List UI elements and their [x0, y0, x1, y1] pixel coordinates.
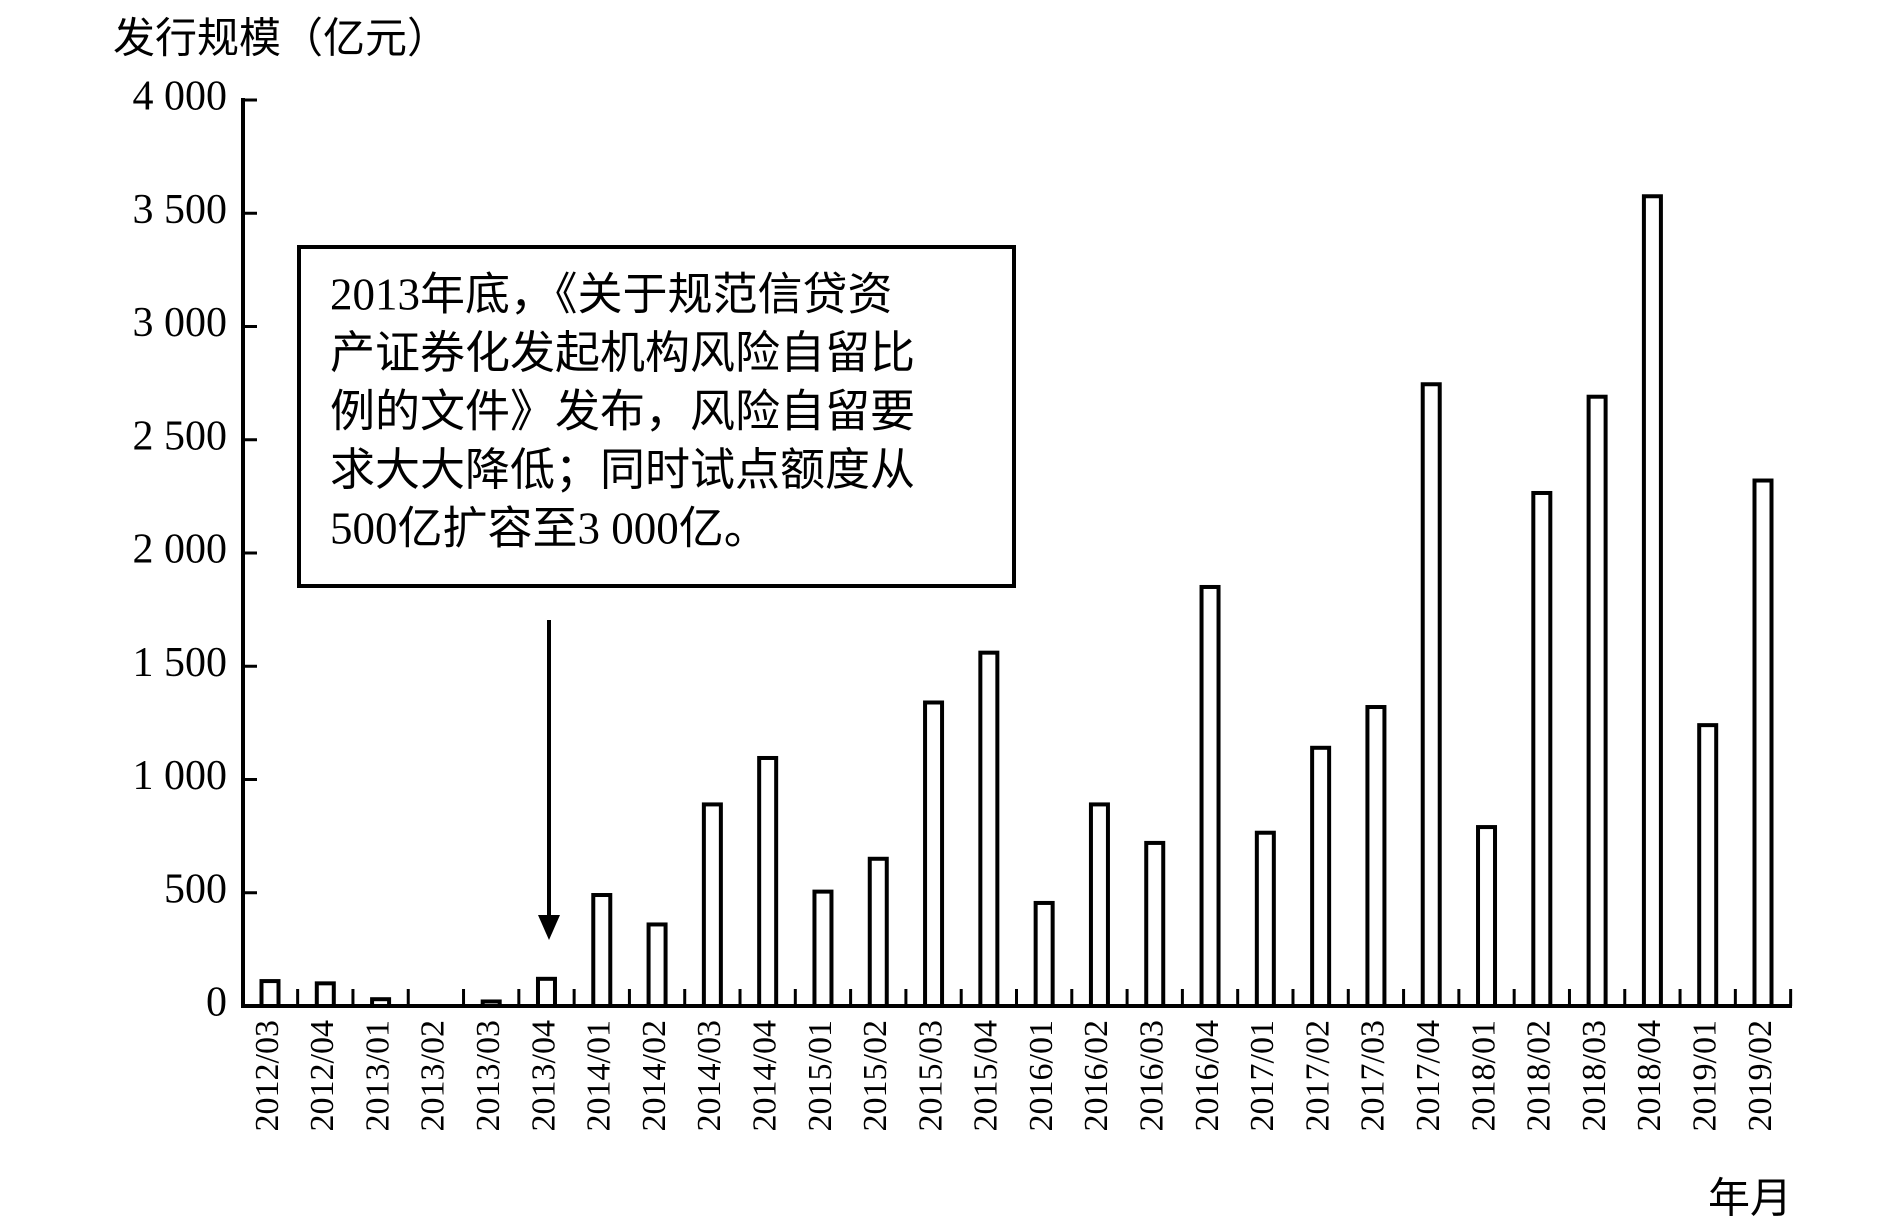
x-tick-label: 2016/04 [1189, 1020, 1226, 1131]
x-tick-label: 2018/01 [1465, 1020, 1502, 1131]
bar [535, 976, 557, 1009]
y-tick-label: 1 500 [133, 640, 228, 686]
x-tick-label: 2019/02 [1742, 1020, 1779, 1131]
x-tick-label: 2018/02 [1521, 1020, 1558, 1131]
x-tick-label: 2017/03 [1355, 1020, 1392, 1131]
x-axis-title: 年月 [1708, 1176, 1792, 1223]
y-tick-label: 3 500 [133, 187, 228, 233]
x-tick-label: 2013/02 [415, 1020, 452, 1131]
bar [480, 999, 502, 1008]
x-tick-label: 2018/04 [1631, 1020, 1668, 1131]
bar [259, 979, 281, 1009]
bar [812, 889, 834, 1008]
bar [923, 700, 945, 1008]
x-tick-label: 2016/03 [1134, 1020, 1171, 1131]
x-tick-label: 2013/03 [470, 1020, 507, 1131]
y-tick-label: 2 000 [133, 527, 228, 573]
bar [591, 893, 613, 1009]
bar [1531, 490, 1553, 1009]
annotation-text: 求大大降低；同时试点额度从 [330, 445, 915, 495]
x-tick-label: 2017/01 [1244, 1020, 1281, 1131]
x-tick-label: 2016/01 [1023, 1020, 1060, 1131]
x-tick-label: 2014/01 [581, 1020, 618, 1131]
bar [646, 922, 668, 1009]
x-tick-label: 2012/04 [304, 1020, 341, 1131]
y-tick-label: 3 000 [133, 300, 228, 346]
bar [1088, 802, 1110, 1008]
annotation-box [297, 245, 1016, 588]
annotation-text: 500亿扩容至3 000亿。 [330, 503, 769, 553]
bar [1476, 825, 1498, 1008]
bar [978, 650, 1000, 1008]
bar [314, 981, 336, 1008]
x-tick-label: 2017/04 [1410, 1020, 1447, 1131]
x-tick-label: 2017/02 [1299, 1020, 1336, 1131]
bar [370, 997, 392, 1009]
bar [1697, 723, 1719, 1008]
x-tick-label: 2013/01 [359, 1020, 396, 1131]
x-tick-label: 2016/02 [1078, 1020, 1115, 1131]
y-tick-label: 2 500 [133, 413, 228, 459]
x-tick-label: 2018/03 [1576, 1020, 1613, 1131]
y-axis-title: 发行规模（亿元） [113, 17, 449, 63]
x-tick-label: 2015/02 [857, 1020, 894, 1131]
bar [1420, 382, 1442, 1008]
x-tick-label: 2015/04 [968, 1020, 1005, 1131]
annotation-text: 例的文件》发布，风险自留要 [330, 386, 915, 436]
x-tick-label: 2015/01 [802, 1020, 839, 1131]
x-tick-label: 2013/04 [525, 1020, 562, 1131]
x-tick-label: 2014/03 [691, 1020, 728, 1131]
y-tick-label: 0 [206, 980, 227, 1026]
y-tick-label: 500 [164, 866, 227, 912]
y-tick-label: 1 000 [133, 753, 228, 799]
bar [1144, 840, 1166, 1008]
bar [1033, 900, 1055, 1009]
annotation-text: 产证券化发起机构风险自留比 [330, 328, 915, 378]
x-tick-label: 2019/01 [1687, 1020, 1724, 1131]
bar [1254, 830, 1276, 1008]
annotation-text: 2013年底，《关于规范信贷资 [330, 269, 893, 319]
bar [1752, 478, 1774, 1008]
bar [1641, 194, 1663, 1008]
x-tick-label: 2014/02 [636, 1020, 673, 1131]
bar [1310, 745, 1332, 1008]
bar [1365, 705, 1387, 1009]
bar [701, 802, 723, 1008]
arrow-head [538, 915, 560, 940]
bar [757, 755, 779, 1008]
x-tick-label: 2014/04 [746, 1020, 783, 1131]
bar [867, 856, 889, 1009]
bar [1586, 394, 1608, 1008]
bar [1199, 584, 1221, 1008]
y-tick-label: 4 000 [133, 74, 228, 120]
x-tick-label: 2012/03 [249, 1020, 286, 1131]
x-tick-label: 2015/03 [912, 1020, 949, 1131]
